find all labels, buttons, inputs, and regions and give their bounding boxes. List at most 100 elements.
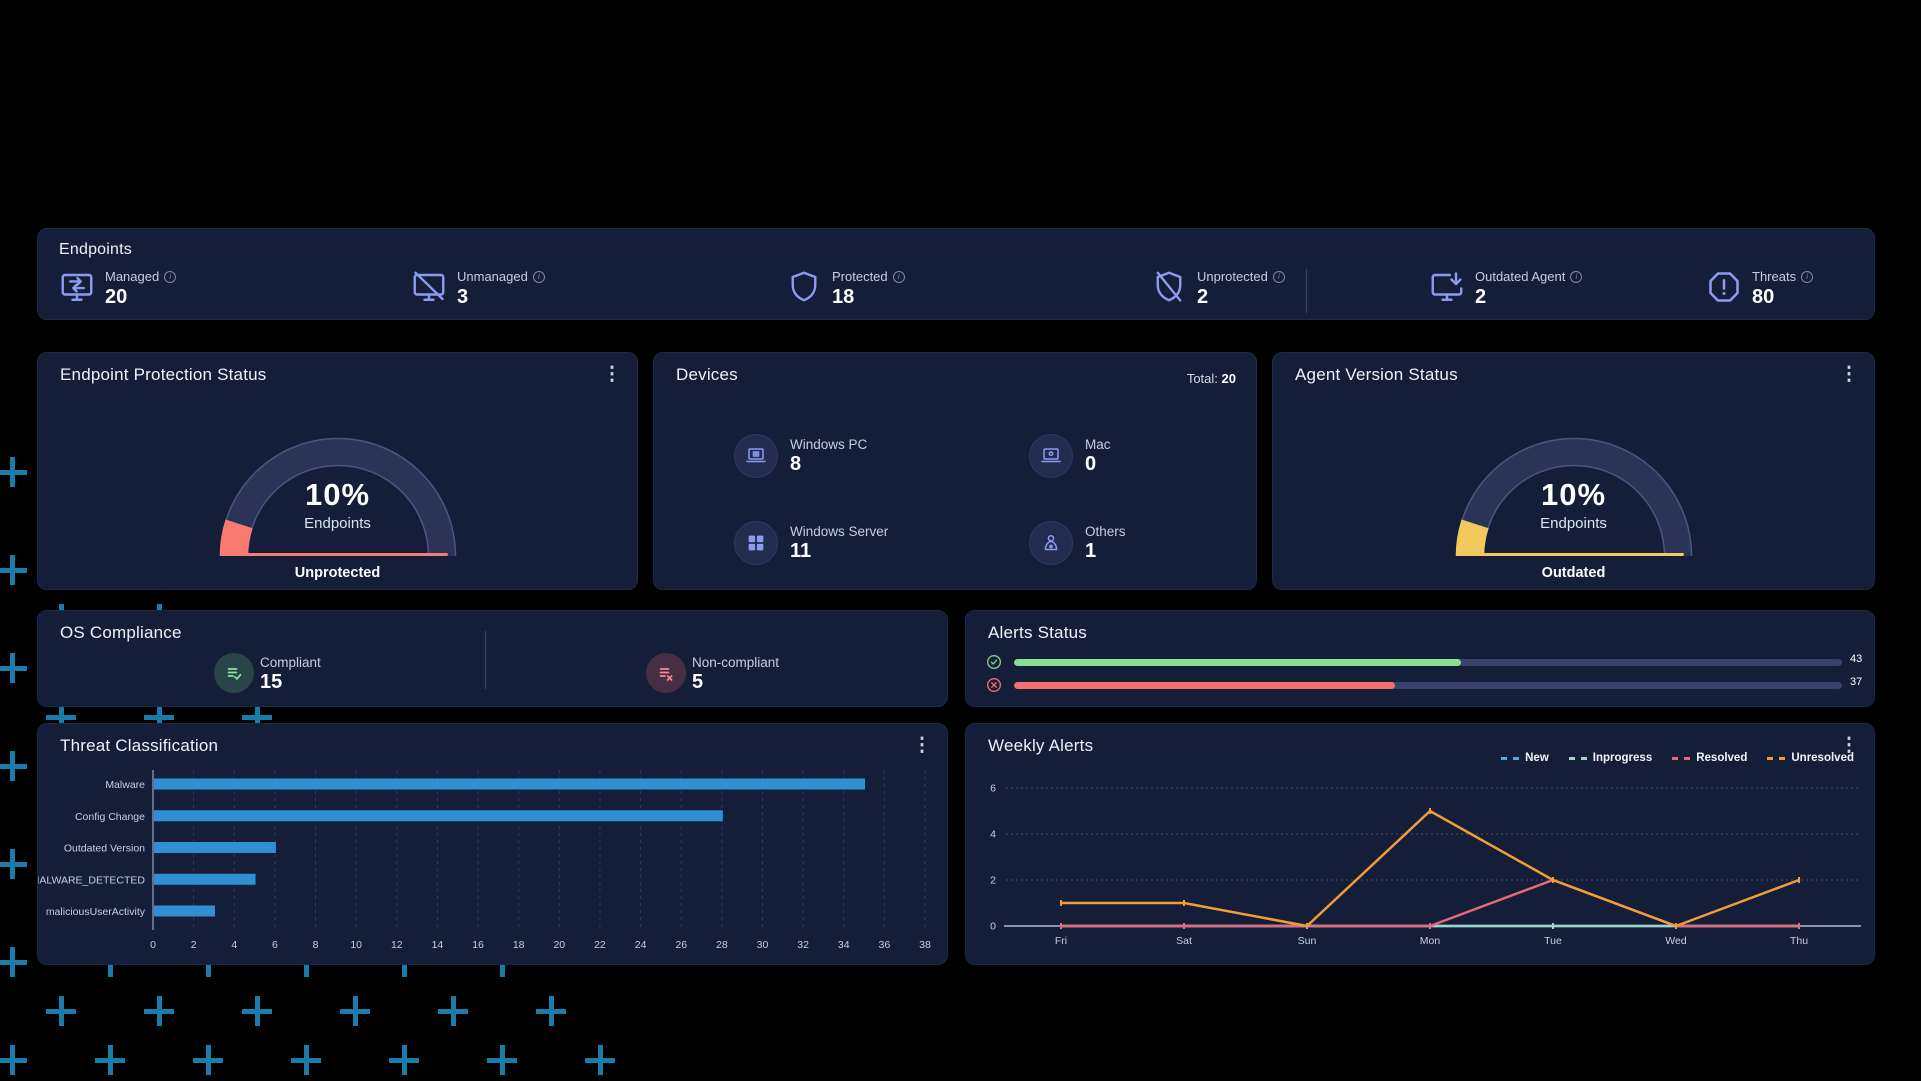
legend-dash-icon [1767,756,1786,760]
card-title: Weekly Alerts [988,736,1094,755]
kebab-menu-icon[interactable]: ⋮ [912,735,932,756]
stat-value: 20 [105,286,128,308]
svg-text:26: 26 [675,939,687,951]
plus-decoration [487,1045,517,1075]
svg-text:32: 32 [797,939,809,951]
card-title: Devices [676,365,738,384]
plus-decoration [0,653,27,683]
compliance-value: 5 [692,671,704,693]
info-icon[interactable]: i [164,270,177,283]
device-label: Others [1085,524,1126,539]
legend-dash-icon [1501,756,1520,760]
svg-text:Sun: Sun [1298,935,1317,947]
compliant-list-check-icon [227,668,242,680]
svg-text:24: 24 [635,939,647,951]
info-icon[interactable]: i [1272,270,1285,283]
threat-classification-card: Threat Classification ⋮ 0 2 4 6 8 10 12 14 16 18 2… [37,723,948,965]
svg-text:Thu: Thu [1790,935,1808,947]
svg-text:30: 30 [757,939,769,951]
svg-text:20: 20 [553,939,565,951]
device-value: 11 [790,540,812,562]
compliance-label: Compliant [260,655,321,670]
threat-bar [154,810,723,822]
svg-text:10: 10 [350,939,362,951]
compliant-icon-circle [214,653,254,693]
stat-label: Outdated Agent [1475,269,1566,284]
svg-text:Sat: Sat [1176,935,1192,947]
agent-version-card: Agent Version Status ⋮ 10% Endpoints Out… [1272,352,1875,590]
threat-bar [154,905,215,917]
windows-pc-laptop-icon [746,448,766,463]
kebab-menu-icon[interactable]: ⋮ [602,364,622,385]
stat-threats: Threats i 80 [1706,269,1814,309]
gauge-underline [1464,553,1684,556]
svg-text:Wed: Wed [1665,935,1687,947]
stat-managed: Managed i 20 [59,269,177,309]
device-item: Mac 0 [1085,437,1111,476]
plus-decoration [242,996,272,1026]
gauge-status: Outdated [1541,565,1606,581]
total-label: Total: [1186,371,1218,386]
compliance-item: Non-compliant 5 [692,655,779,694]
compliance-label: Non-compliant [692,655,780,670]
stat-label: Protected [832,269,888,284]
svg-text:maliciousUserActivity: maliciousUserActivity [46,906,146,918]
stat-label: Threats [1752,269,1797,284]
stat-outdated-agent: Outdated Agent i 2 [1429,269,1583,309]
plus-decoration [0,555,27,585]
info-icon[interactable]: i [1801,270,1814,283]
plus-decoration [340,996,370,1026]
svg-text:Fri: Fri [1055,935,1067,947]
success-circle-check-icon [987,655,1001,669]
info-icon[interactable]: i [1570,270,1583,283]
kebab-menu-icon[interactable]: ⋮ [1839,735,1859,756]
plus-decoration [0,457,27,487]
threat-bar [154,842,276,853]
legend-item-inprogress[interactable]: Inprogress [1568,752,1653,764]
svg-text:34: 34 [838,939,850,951]
card-title: Endpoint Protection Status [60,365,267,384]
svg-text:2: 2 [191,939,197,951]
svg-text:0: 0 [150,939,156,951]
device-icon-circle [1029,521,1073,565]
devices-total: Total: 20 [1187,371,1236,386]
success-alerts-fill [1014,659,1462,666]
device-item: Windows PC 8 [790,437,867,476]
legend-item-unresolved[interactable]: Unresolved [1767,752,1854,764]
noncompliant-list-x-icon [659,668,673,681]
threat-bar [154,873,256,885]
info-icon[interactable]: i [532,270,545,283]
svg-text:12: 12 [391,939,403,951]
gauge-underline [228,553,448,556]
stat-label: Unprotected [1197,269,1268,284]
plus-decoration [0,947,27,977]
legend-label: Resolved [1696,752,1748,764]
success-alerts-bar [1014,659,1842,666]
plus-decoration [242,702,272,732]
legend-label: Inprogress [1592,752,1653,764]
stat-value: 3 [457,286,469,308]
info-icon[interactable]: i [892,270,905,283]
plus-decoration [95,1045,125,1075]
legend-item-resolved[interactable]: Resolved [1672,752,1747,764]
legend-item-new[interactable]: New [1501,752,1549,764]
plus-decoration [46,702,76,732]
device-item: Others 1 [1085,524,1126,563]
legend-dash-icon [1672,756,1691,760]
svg-text:16: 16 [472,939,484,951]
os-compliance-card: OS Compliance Compliant 15 Non-compliant… [37,610,948,707]
svg-text:MALWARE_DETECTED: MALWARE_DETECTED [38,874,145,886]
stat-unprotected: Unprotected i 2 [1151,269,1285,309]
kebab-menu-icon[interactable]: ⋮ [1839,364,1859,385]
svg-text:22: 22 [594,939,606,951]
outdated-agent-monitor-icon [1431,272,1463,301]
others-device-icon [1044,534,1058,551]
svg-text:36: 36 [879,939,891,951]
plus-decoration [291,1045,321,1075]
plus-decoration [193,1045,223,1075]
card-title: OS Compliance [60,623,182,642]
stat-unmanaged: Unmanaged i 3 [411,269,545,309]
error-alerts-bar [1014,682,1842,689]
stat-value: 18 [832,286,855,308]
plus-decoration [536,996,566,1026]
